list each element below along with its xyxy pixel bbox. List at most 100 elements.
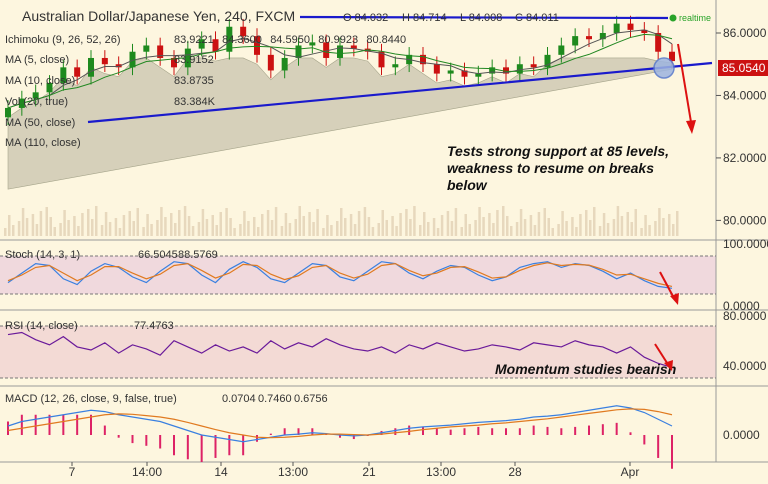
volume-bar <box>17 221 21 236</box>
volume-bar <box>118 228 122 236</box>
volume-bar <box>409 219 412 236</box>
volume-bar <box>561 211 564 236</box>
volume-bar <box>340 208 343 236</box>
volume-bar <box>399 213 402 236</box>
volume-bar <box>427 222 430 236</box>
volume-bar <box>353 224 357 236</box>
price-tick-label: 82.0000 <box>723 151 767 165</box>
volume-bar <box>243 211 246 236</box>
rsi-label: RSI (14, close) <box>5 320 78 332</box>
volume-bar <box>585 210 588 236</box>
volume-bar <box>45 207 48 236</box>
volume-bar <box>261 214 264 236</box>
volume-bar <box>35 224 39 236</box>
volume-bar <box>77 226 80 236</box>
macd-histogram-bar <box>76 414 79 435</box>
candle-body <box>212 39 219 52</box>
volume-bar <box>423 212 426 236</box>
volume-bar <box>91 219 94 236</box>
realtime-dot-icon <box>669 14 677 22</box>
volume-bar <box>496 210 499 236</box>
candle-body <box>461 70 468 77</box>
volume-bar <box>247 221 250 236</box>
volume-bar <box>174 223 177 236</box>
macd-histogram-bar <box>242 435 245 456</box>
volume-bar <box>648 225 651 236</box>
candle-body <box>420 54 426 65</box>
candle-body <box>655 32 662 52</box>
volume-bar <box>284 213 288 236</box>
volume-bar <box>551 228 554 236</box>
candle-body <box>544 54 551 68</box>
macd-histogram-bar <box>283 428 286 435</box>
volume-bar <box>676 211 679 236</box>
volume-bar <box>464 214 467 236</box>
candle-body <box>572 36 579 46</box>
volume-bar <box>571 217 574 236</box>
volume-bar <box>432 218 436 236</box>
volume-bar <box>253 217 256 236</box>
indicator-label: MA (50, close) <box>5 117 75 129</box>
volume-bar <box>419 225 422 236</box>
volume-bar <box>294 219 297 236</box>
volume-bar <box>502 206 505 236</box>
volume-bar <box>377 223 380 236</box>
volume-bar <box>371 227 375 236</box>
volume-bar <box>298 206 301 236</box>
candle-body <box>240 26 247 37</box>
sub-indicators <box>7 261 673 469</box>
annotation-line-3: below <box>447 177 488 193</box>
volume-bar <box>156 220 159 236</box>
volume-bar <box>436 228 440 236</box>
volume-bar <box>593 207 596 236</box>
candle-body <box>115 64 122 68</box>
volume-bar <box>395 226 398 236</box>
volume-bar <box>450 221 454 236</box>
volume-bar <box>602 213 606 236</box>
volume-bar <box>229 218 232 236</box>
volume-bar <box>8 215 11 236</box>
stoch-d-line <box>7 262 673 287</box>
volume-bar <box>39 211 43 236</box>
candle-body <box>226 26 233 52</box>
macd-histogram-bar <box>20 414 23 435</box>
volume-bar <box>4 228 7 236</box>
rsi-tick-label: 40.0000 <box>723 359 767 373</box>
volume-bar <box>302 216 305 236</box>
volume-bars <box>4 206 679 236</box>
macd-histogram-bar <box>408 425 411 435</box>
volume-bar <box>344 218 347 236</box>
stoch-d-value: 88.5769 <box>178 249 218 261</box>
volume-bar <box>205 219 209 236</box>
volume-bar <box>460 227 463 236</box>
macd-histogram-bar <box>601 424 604 435</box>
bearish-arrows <box>654 43 696 371</box>
macd-histogram-bar <box>352 435 355 440</box>
candle-body <box>88 57 94 77</box>
x-tick-label: Apr <box>621 465 640 479</box>
indicator-label: Vol (20, true) <box>5 96 68 108</box>
macd-histogram-bar <box>463 428 466 435</box>
volume-bar <box>146 214 149 236</box>
volume-bar <box>474 220 477 236</box>
volume-bar <box>662 218 665 236</box>
axes: 86.0000 84.0000 82.0000 80.0000 100.0000 0.00… <box>69 26 768 479</box>
volume-bar <box>575 227 578 236</box>
volume-bar <box>12 225 15 236</box>
macd-line <box>7 405 673 443</box>
rsi-tick-label: 80.0000 <box>723 309 767 323</box>
volume-bar <box>492 223 495 236</box>
volume-bar <box>142 227 145 236</box>
volume-bar <box>506 216 509 236</box>
resistance-trendline <box>299 15 669 20</box>
volume-bar <box>557 224 560 236</box>
volume-bar <box>630 222 633 236</box>
volume-bar <box>215 225 218 236</box>
candle-body <box>295 45 302 58</box>
macd-histogram-bar <box>48 414 51 435</box>
candle-body <box>378 51 385 68</box>
indicator-label: Ichimoku (9, 26, 52, 26) <box>5 34 121 46</box>
volume-bar <box>73 216 76 236</box>
volume-bar <box>589 220 592 236</box>
macd-histogram-bar <box>574 426 577 435</box>
